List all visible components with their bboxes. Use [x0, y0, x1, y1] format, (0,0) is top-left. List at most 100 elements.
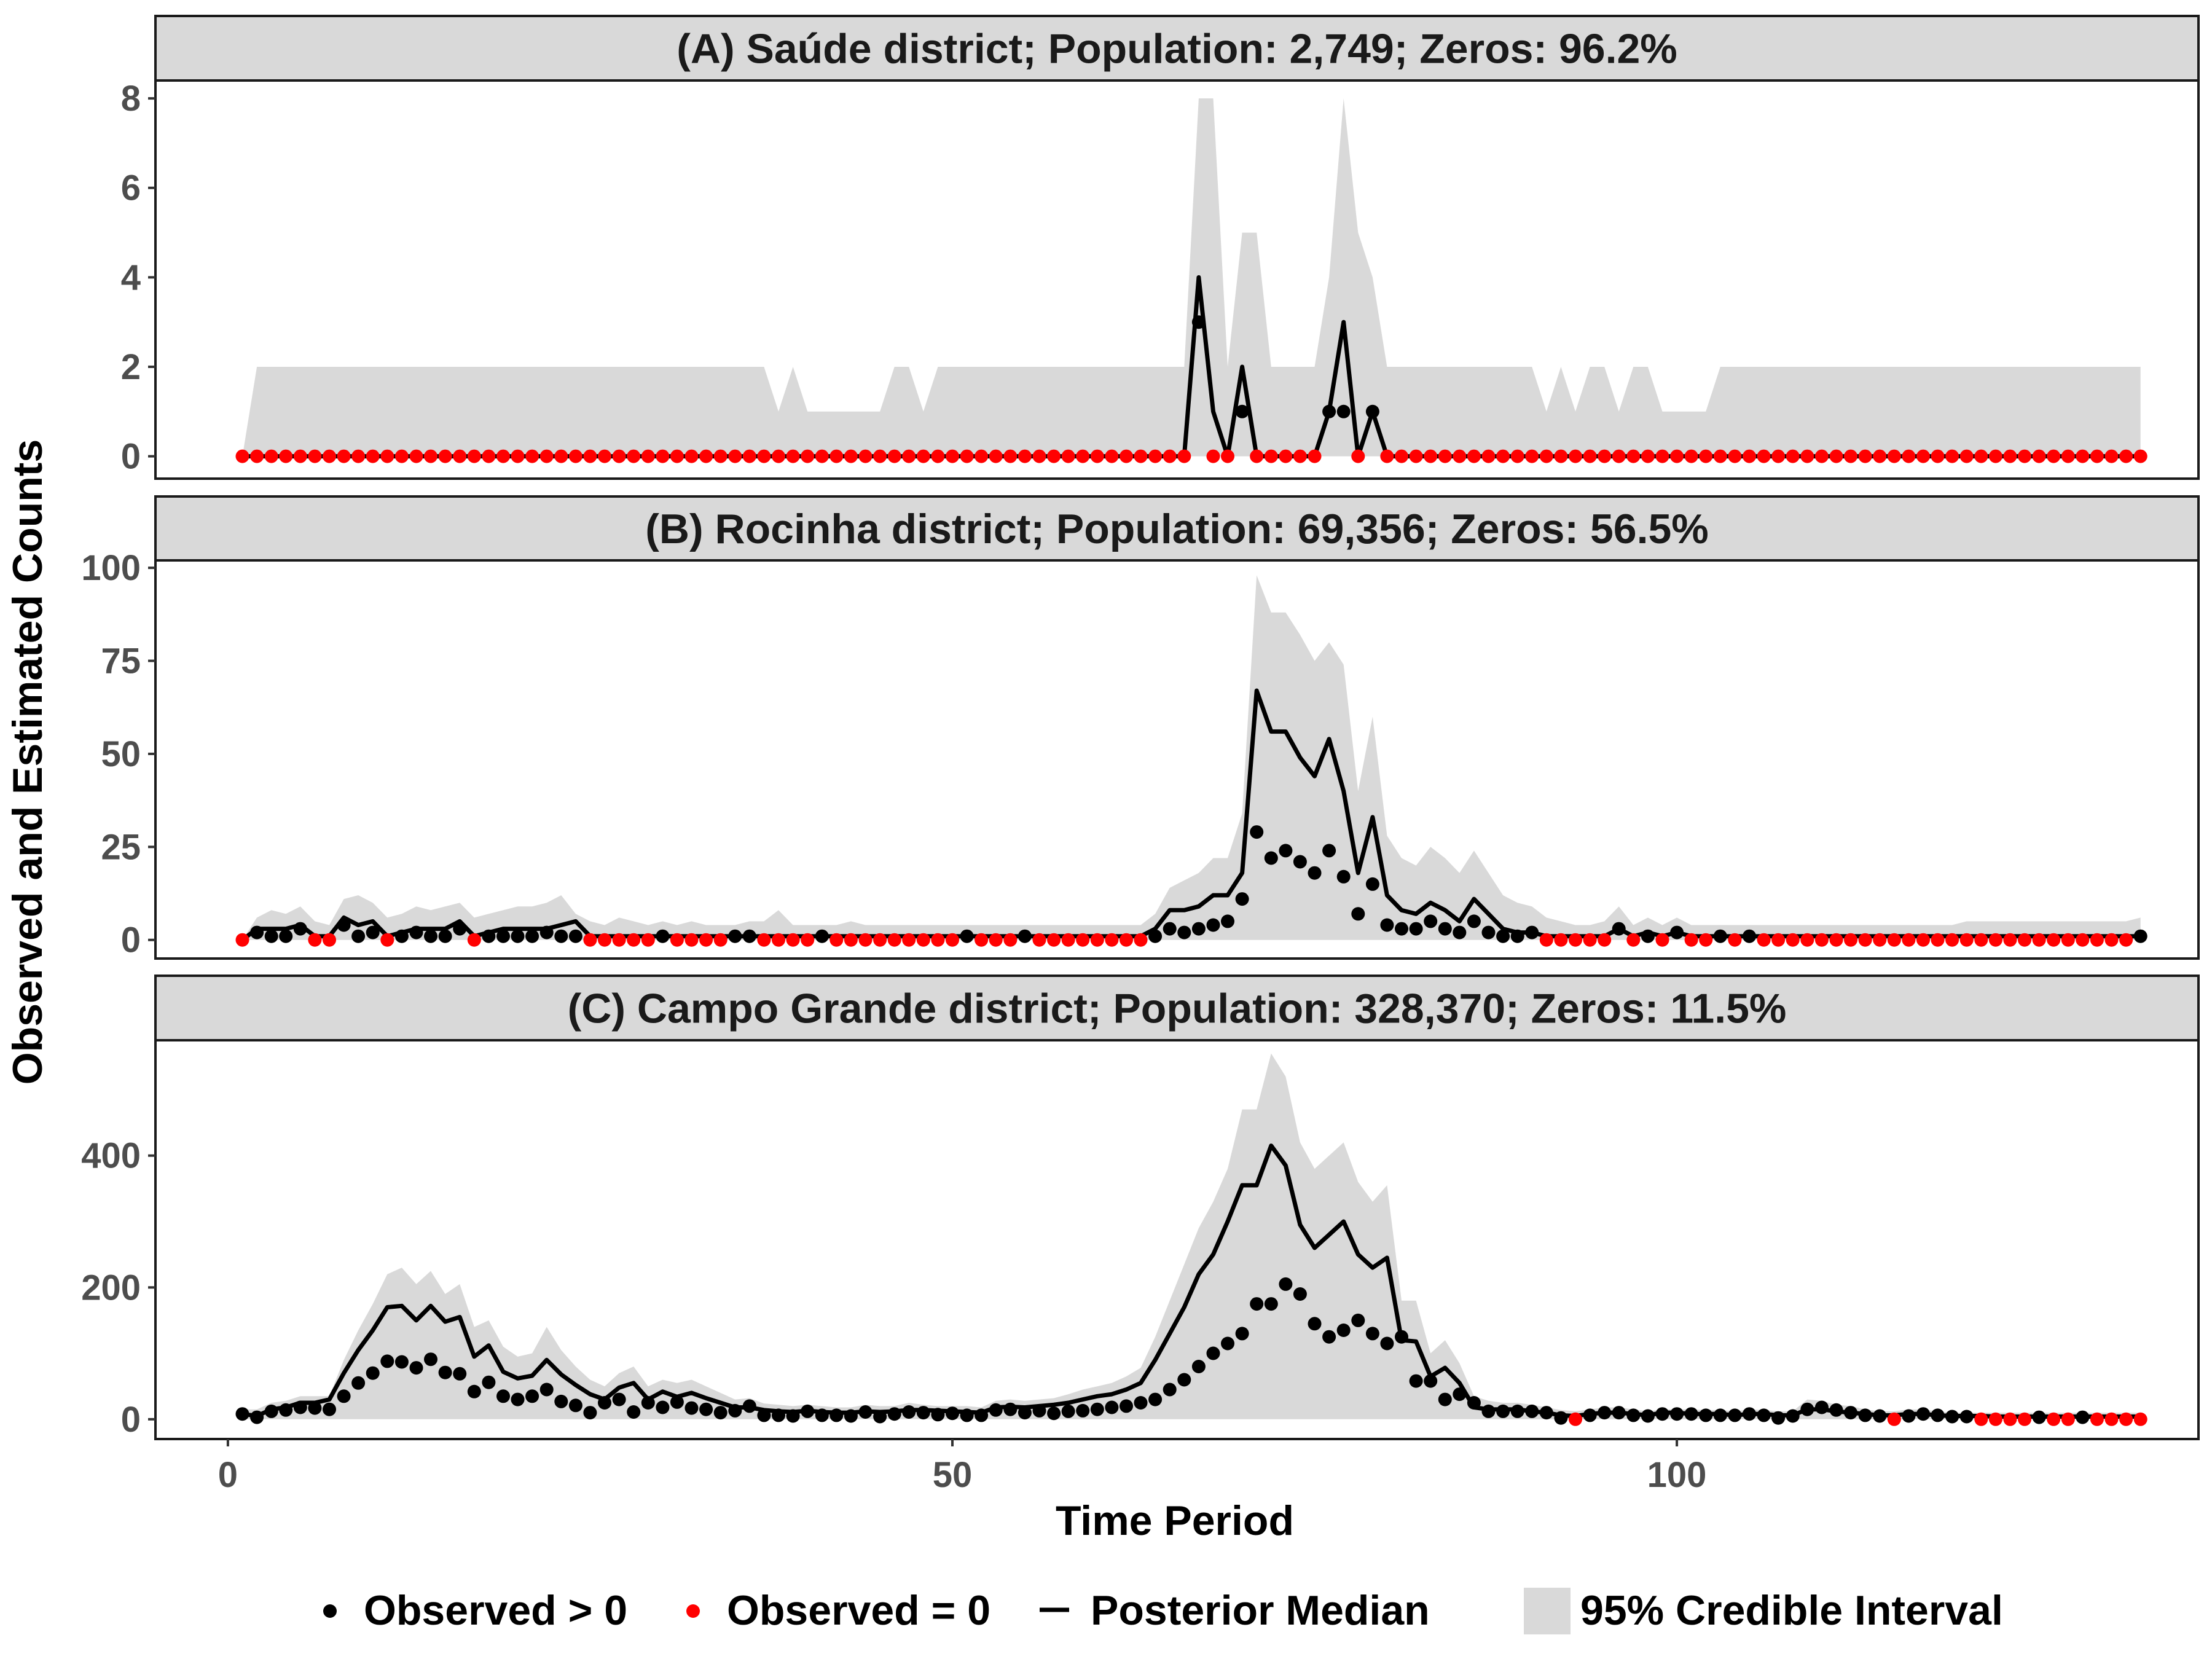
observed-point-zero — [627, 449, 641, 463]
observed-point-zero — [1743, 449, 1756, 463]
observed-point-zero — [308, 933, 322, 947]
observed-point-positive — [366, 925, 380, 939]
observed-point-positive — [1945, 1410, 1959, 1424]
observed-point-zero — [1988, 933, 2002, 947]
observed-point-zero — [525, 449, 539, 463]
x-axis-title: Time Period — [1056, 1497, 1294, 1544]
observed-point-zero — [496, 449, 510, 463]
observed-point-positive — [1235, 892, 1249, 906]
observed-point-zero — [902, 449, 916, 463]
observed-point-zero — [1569, 1412, 1582, 1426]
observed-point-positive — [511, 929, 525, 943]
observed-point-zero — [1076, 933, 1090, 947]
observed-point-zero — [1032, 933, 1046, 947]
observed-point-positive — [554, 929, 568, 943]
observed-point-positive — [1525, 1404, 1539, 1418]
observed-point-zero — [1481, 449, 1496, 463]
observed-point-positive — [525, 1389, 539, 1403]
observed-point-zero — [801, 449, 815, 463]
observed-point-positive — [1554, 1411, 1568, 1425]
observed-point-positive — [1496, 1404, 1510, 1418]
observed-point-positive — [844, 1409, 858, 1423]
observed-point-zero — [1974, 449, 1988, 463]
observed-point-positive — [568, 929, 582, 943]
observed-point-zero — [873, 933, 887, 947]
observed-point-zero — [1583, 449, 1597, 463]
observed-point-positive — [1322, 1330, 1336, 1344]
observed-point-positive — [554, 1394, 568, 1408]
panel-border — [154, 79, 2200, 480]
observed-point-positive — [1684, 1407, 1698, 1421]
observed-point-zero — [1612, 449, 1626, 463]
observed-point-zero — [2133, 1412, 2147, 1426]
x-tick-label: 100 — [1647, 1455, 1707, 1495]
observed-point-positive — [1539, 1406, 1553, 1420]
chart-panels: (A) Saúde district; Population: 2,749; Z… — [81, 15, 2200, 1495]
observed-point-zero — [1814, 449, 1829, 463]
observed-point-positive — [1032, 1403, 1046, 1418]
legend: Observed > 0 Observed = 0 Posterior Medi… — [323, 1587, 2003, 1634]
observed-point-positive — [293, 1400, 307, 1414]
observed-point-positive — [656, 929, 670, 943]
observed-point-zero — [1554, 933, 1568, 947]
observed-point-zero — [1945, 933, 1959, 947]
observed-point-zero — [264, 449, 278, 463]
y-tick-label: 25 — [101, 827, 141, 867]
observed-point-positive — [1409, 1374, 1423, 1388]
panel-strip — [154, 495, 2200, 562]
observed-point-zero — [1018, 449, 1032, 463]
observed-point-positive — [351, 1376, 366, 1390]
observed-point-positive — [946, 1406, 959, 1421]
observed-point-positive — [1293, 855, 1307, 869]
observed-point-zero — [844, 933, 858, 947]
y-tick-label: 0 — [121, 1400, 141, 1440]
y-tick-label: 2 — [121, 347, 141, 387]
observed-point-positive — [902, 1405, 916, 1419]
observed-point-positive — [1757, 1408, 1771, 1422]
observed-point-positive — [1018, 1406, 1032, 1420]
observed-point-zero — [2047, 933, 2061, 947]
observed-point-zero — [308, 449, 322, 463]
observed-point-zero — [887, 933, 901, 947]
observed-point-zero — [742, 449, 756, 463]
observed-point-zero — [1525, 449, 1539, 463]
observed-point-zero — [858, 449, 873, 463]
observed-point-zero — [815, 449, 829, 463]
observed-point-zero — [1438, 449, 1452, 463]
observed-point-zero — [1684, 933, 1698, 947]
observed-point-positive — [1873, 1409, 1887, 1423]
y-tick-label: 200 — [81, 1268, 141, 1308]
observed-point-positive — [684, 1401, 699, 1415]
observed-point-zero — [1786, 933, 1800, 947]
observed-point-zero — [598, 933, 611, 947]
y-axis-title: Observed and Estimated Counts — [4, 439, 51, 1084]
observed-point-zero — [786, 449, 800, 463]
observed-point-positive — [482, 929, 496, 943]
observed-point-zero — [975, 449, 989, 463]
observed-point-positive — [351, 929, 366, 943]
observed-point-positive — [1743, 929, 1756, 943]
observed-point-positive — [1829, 1403, 1843, 1417]
observed-point-positive — [1713, 1408, 1727, 1422]
observed-point-zero — [1177, 449, 1191, 463]
observed-point-zero — [235, 933, 249, 947]
observed-point-positive — [409, 1361, 423, 1375]
observed-point-positive — [670, 1395, 684, 1409]
observed-point-positive — [1308, 866, 1322, 880]
observed-point-zero — [1351, 449, 1365, 463]
observed-point-zero — [1786, 449, 1800, 463]
observed-point-zero — [844, 449, 858, 463]
observed-point-zero — [1120, 933, 1133, 947]
legend-label-median: Posterior Median — [1091, 1587, 1430, 1634]
observed-point-positive — [1655, 1407, 1669, 1421]
observed-point-positive — [1959, 1410, 1974, 1424]
y-tick-label: 50 — [101, 734, 141, 774]
y-tick-label: 6 — [121, 168, 141, 208]
observed-point-positive — [496, 1389, 510, 1403]
observed-point-zero — [323, 449, 336, 463]
observed-point-zero — [2104, 1412, 2119, 1426]
observed-point-zero — [1134, 449, 1148, 463]
observed-point-zero — [887, 449, 901, 463]
observed-point-positive — [1221, 914, 1234, 928]
observed-point-zero — [699, 933, 713, 947]
